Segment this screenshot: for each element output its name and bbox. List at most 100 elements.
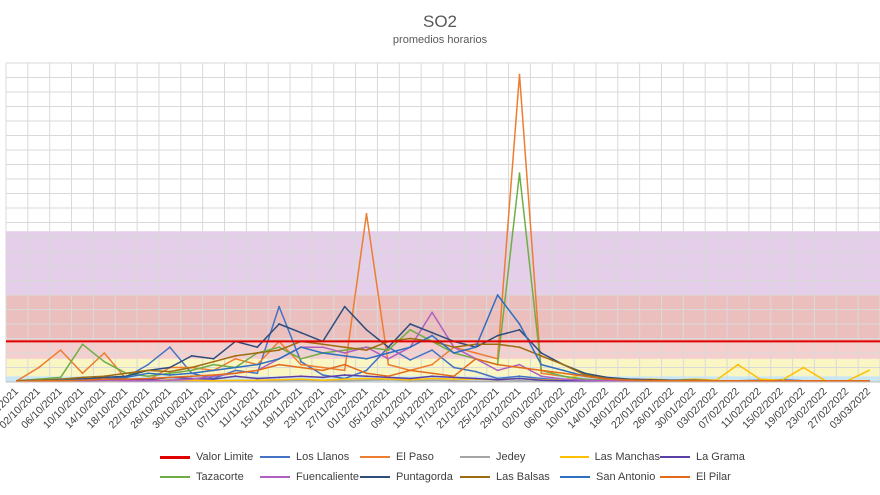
data-point-10-2: [59, 379, 62, 382]
data-point-3-39: [868, 369, 870, 372]
data-point-8-8: [190, 366, 193, 369]
data-point-1-3: [81, 372, 84, 375]
data-point-10-6: [147, 377, 149, 380]
data-point-4-13: [300, 375, 302, 378]
data-point-8-20: [453, 346, 455, 349]
data-point-10-4: [103, 378, 106, 380]
data-point-7-19: [431, 331, 433, 334]
data-point-4-25: [562, 379, 565, 382]
data-point-7-16: [365, 328, 368, 331]
data-point-0-11: [256, 372, 259, 375]
data-point-10-35: [780, 379, 783, 382]
data-point-8-23: [518, 346, 521, 349]
legend-label: La Grama: [696, 451, 745, 463]
data-point-10-38: [846, 379, 849, 382]
data-point-0-12: [278, 305, 281, 308]
data-point-8-4: [103, 375, 106, 378]
data-point-8-12: [278, 349, 281, 351]
data-point-6-17: [387, 357, 390, 360]
data-point-4-16: [365, 375, 368, 378]
data-point-5-13: [300, 357, 302, 360]
data-point-5-18: [409, 328, 412, 331]
legend-item: San Antonio: [560, 471, 660, 483]
data-point-9-16: [365, 357, 368, 360]
data-point-10-20: [453, 375, 455, 378]
data-point-1-14: [321, 366, 324, 369]
data-point-1-19: [431, 363, 433, 366]
data-point-3-36: [802, 366, 805, 369]
data-point-10-9: [212, 374, 215, 376]
data-point-7-11: [256, 346, 259, 349]
data-point-6-24: [540, 375, 543, 378]
legend-swatch: [660, 456, 690, 458]
data-point-0-14: [321, 374, 324, 376]
legend-swatch: [660, 476, 690, 478]
data-point-4-15: [343, 374, 346, 376]
data-point-0-13: [300, 360, 302, 363]
legend-label: El Paso: [396, 451, 434, 463]
data-point-8-7: [168, 370, 171, 373]
data-point-7-12: [278, 323, 281, 325]
data-point-9-6: [147, 372, 149, 375]
data-point-3-20: [453, 378, 455, 380]
data-point-6-23: [518, 363, 521, 366]
data-point-5-7: [168, 372, 171, 375]
legend-label: Tazacorte: [196, 471, 244, 483]
data-point-1-24: [540, 372, 543, 375]
data-point-2-15: [343, 379, 346, 382]
legend-row: Tazacorte Fuencaliente Puntagorda Las Balsa…: [160, 467, 780, 487]
data-point-3-13: [300, 378, 302, 380]
data-point-7-9: [212, 357, 215, 360]
data-point-4-12: [278, 376, 281, 379]
data-point-10-36: [802, 379, 805, 382]
data-point-8-25: [562, 363, 565, 366]
data-point-5-6: [147, 375, 149, 378]
data-point-4-22: [496, 378, 499, 381]
data-point-9-5: [125, 376, 128, 379]
data-point-10-28: [627, 379, 630, 382]
data-point-5-9: [212, 363, 215, 366]
legend-item: El Paso: [360, 451, 460, 463]
data-point-10-5: [125, 378, 128, 380]
data-point-4-19: [431, 375, 433, 378]
data-point-3-34: [758, 378, 761, 380]
data-point-10-23: [518, 366, 521, 369]
legend-label: Las Balsas: [496, 471, 550, 483]
legend-swatch: [160, 455, 190, 459]
data-point-0-7: [168, 346, 171, 349]
data-point-6-5: [125, 379, 128, 382]
data-point-4-18: [409, 377, 412, 380]
data-point-9-23: [518, 323, 521, 325]
data-point-3-19: [431, 377, 433, 380]
data-point-10-7: [168, 376, 171, 379]
data-point-8-15: [343, 346, 346, 349]
data-point-3-15: [343, 378, 346, 380]
data-point-5-25: [562, 375, 565, 378]
legend-label: Jedey: [496, 451, 526, 463]
data-point-7-22: [496, 334, 499, 337]
data-point-6-8: [190, 378, 193, 380]
data-point-3-10: [234, 379, 237, 382]
legend-label: San Antonio: [596, 471, 656, 483]
data-point-10-10: [234, 372, 237, 375]
legend-item: El Pilar: [660, 471, 760, 483]
data-point-3-14: [321, 379, 324, 382]
data-point-0-21: [474, 370, 477, 373]
data-point-2-23: [518, 379, 521, 382]
legend-swatch: [260, 456, 290, 458]
data-point-10-22: [496, 363, 499, 366]
data-point-8-24: [540, 355, 543, 357]
data-point-9-24: [540, 363, 543, 366]
data-point-8-3: [81, 376, 84, 379]
data-point-8-5: [125, 372, 128, 375]
data-point-1-17: [387, 363, 390, 366]
data-point-10-24: [540, 369, 543, 372]
data-point-10-32: [715, 379, 718, 382]
legend-item: Las Manchas: [560, 451, 660, 463]
legend-item: Tazacorte: [160, 471, 260, 483]
legend-item: Jedey: [460, 451, 560, 463]
data-point-8-16: [365, 349, 368, 351]
data-point-5-2: [59, 376, 62, 379]
data-point-3-17: [387, 378, 390, 380]
data-point-10-12: [278, 363, 281, 366]
